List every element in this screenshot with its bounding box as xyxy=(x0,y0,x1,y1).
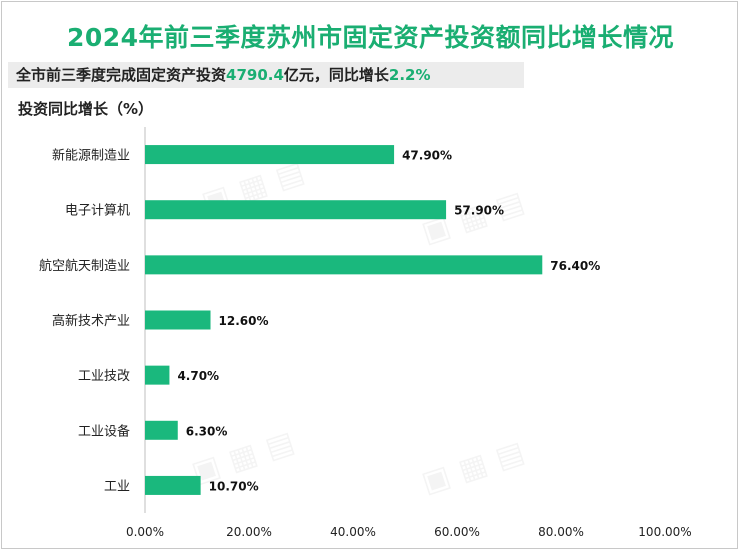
bar xyxy=(145,365,170,385)
category-label: 高新技术产业 xyxy=(52,313,130,329)
value-label: 47.90% xyxy=(402,149,452,163)
summary-prefix: 全市前三季度完成固定资产投资 xyxy=(16,66,227,84)
value-label: 4.70% xyxy=(177,369,219,383)
value-label: 57.90% xyxy=(454,204,504,218)
bar xyxy=(145,145,395,165)
category-label: 工业 xyxy=(104,479,130,494)
value-label: 12.60% xyxy=(219,314,269,328)
x-tick-label: 40.00% xyxy=(330,525,376,539)
category-label: 新能源制造业 xyxy=(52,148,130,164)
bar xyxy=(145,310,211,330)
bar xyxy=(145,255,543,275)
x-tick-label: 20.00% xyxy=(226,525,272,539)
y-axis-title: 投资同比增长（%） xyxy=(18,100,154,118)
category-label: 电子计算机 xyxy=(65,204,130,219)
bar xyxy=(145,475,201,495)
summary-amount: 4790.4 xyxy=(226,66,284,84)
summary-banner: 全市前三季度完成固定资产投资4790.4亿元，同比增长2.2% xyxy=(8,62,524,88)
chart-title: 2024年前三季度苏州市固定资产投资额同比增长情况 xyxy=(66,23,675,52)
summary-mid: 亿元，同比增长 xyxy=(283,66,389,84)
category-label: 工业设备 xyxy=(78,423,130,439)
category-label: 航空航天制造业 xyxy=(39,258,130,274)
bar xyxy=(145,420,178,440)
x-tick-label: 60.00% xyxy=(434,525,480,539)
category-label: 工业技改 xyxy=(78,369,130,384)
value-label: 6.30% xyxy=(186,424,228,438)
bar xyxy=(145,200,447,220)
summary-growth: 2.2% xyxy=(388,66,431,84)
value-label: 76.40% xyxy=(550,259,600,273)
x-tick-label: 100.00% xyxy=(638,525,691,539)
value-label: 10.70% xyxy=(209,479,259,493)
x-tick-label: 0.00% xyxy=(126,525,164,539)
x-tick-label: 80.00% xyxy=(538,525,584,539)
